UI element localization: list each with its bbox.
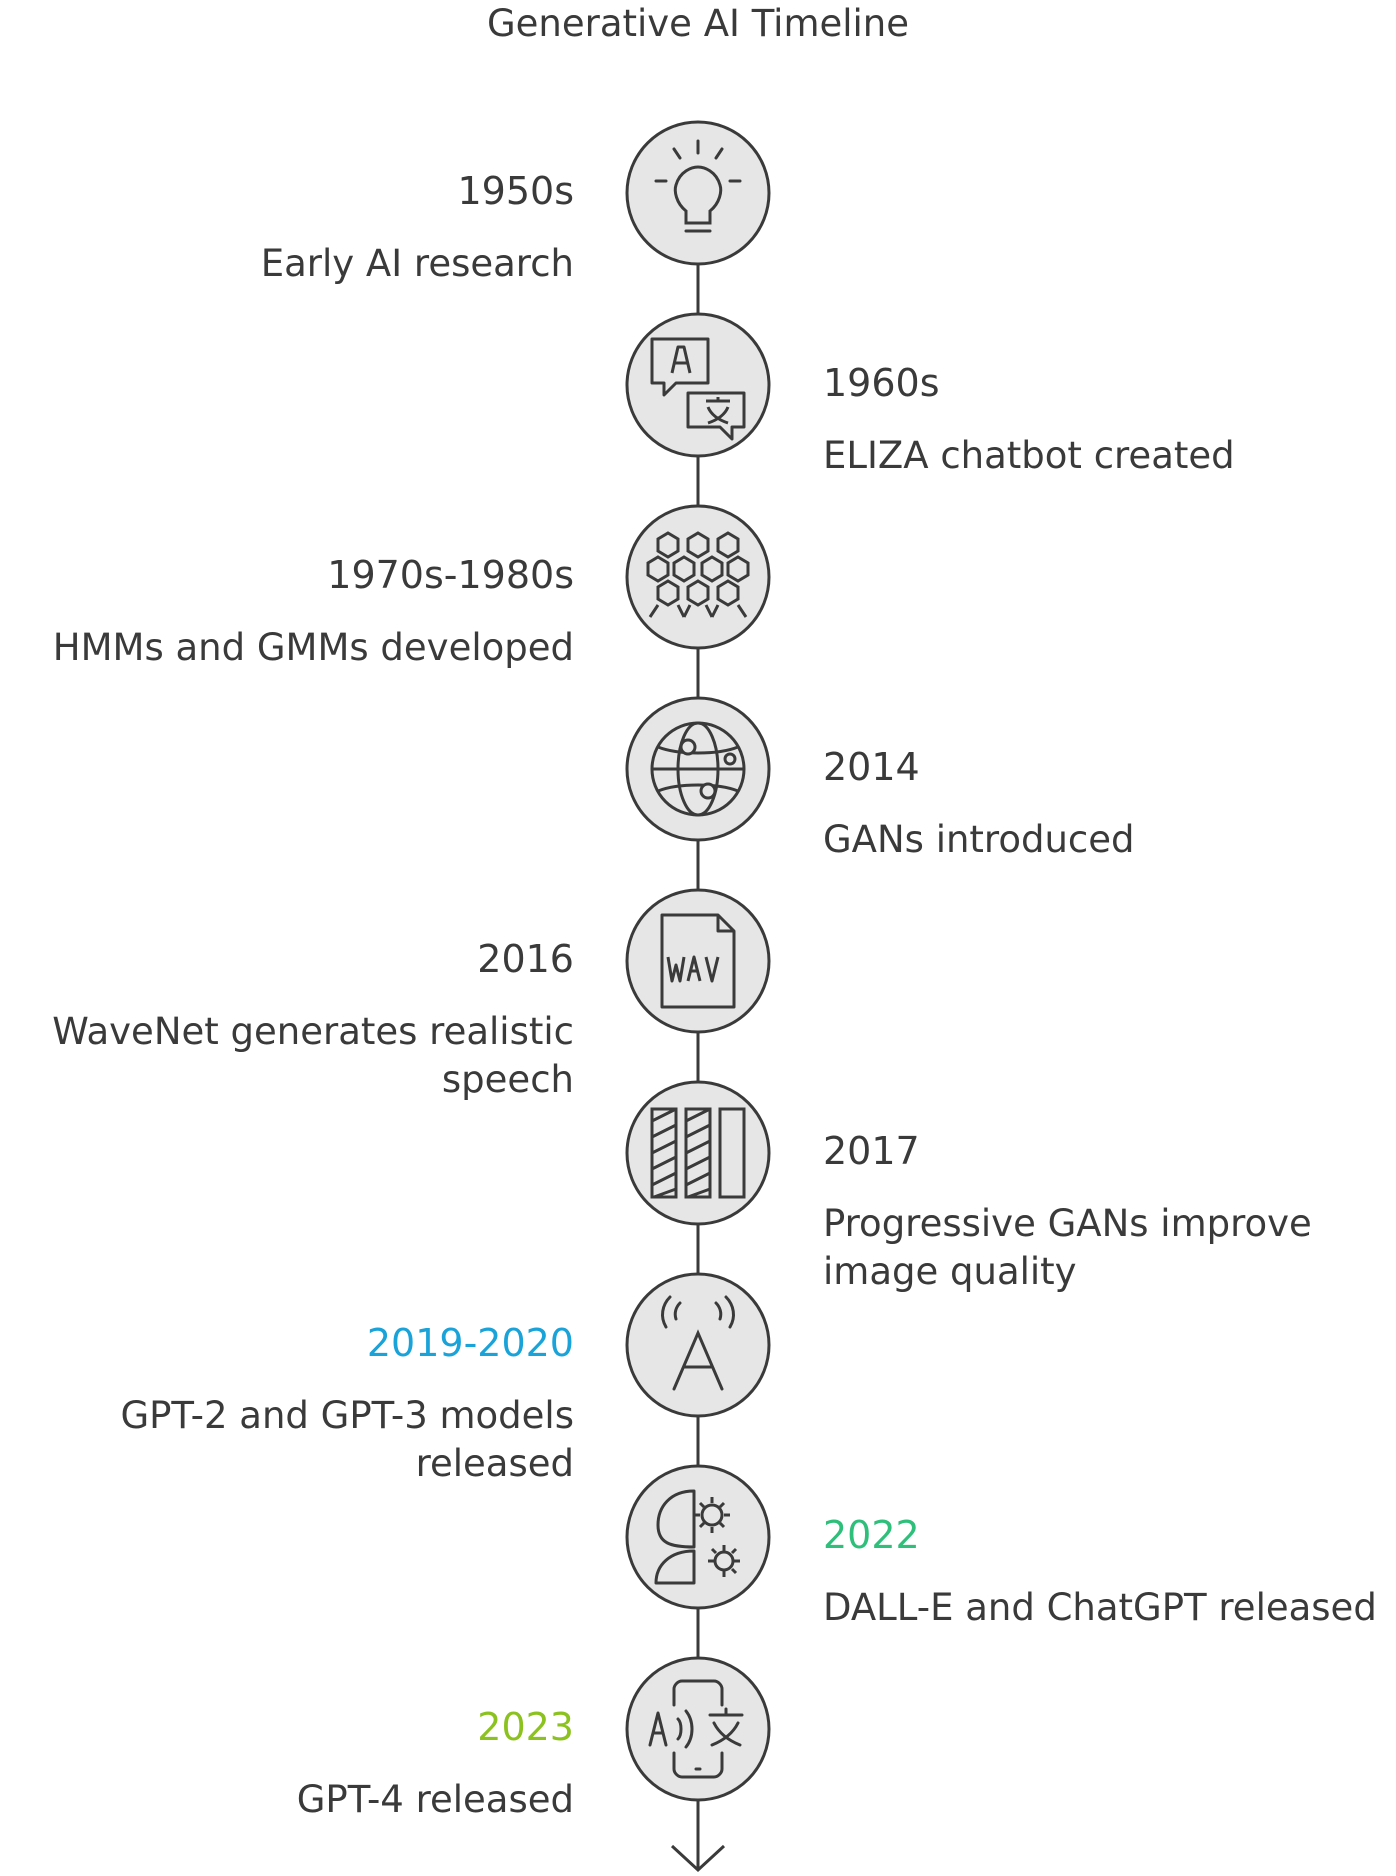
event-description: DALL-E and ChatGPT released	[823, 1584, 1393, 1632]
event-year: 2022	[823, 1511, 1393, 1559]
node-2016	[627, 890, 769, 1032]
event-description: GANs introduced	[823, 816, 1393, 864]
event-description: WaveNet generates realistic speech	[34, 1008, 574, 1104]
event-year: 2014	[823, 743, 1393, 791]
event-description: GPT-2 and GPT-3 models released	[74, 1392, 574, 1488]
node-2023	[627, 1658, 769, 1800]
event-year: 1950s	[14, 167, 574, 215]
event-description: ELIZA chatbot created	[823, 432, 1393, 480]
event-year: 2017	[823, 1127, 1393, 1175]
node-2017	[627, 1082, 769, 1224]
node-1950s	[627, 122, 769, 264]
node-2022	[627, 1466, 769, 1608]
event-year: 1960s	[823, 359, 1393, 407]
event-year: 1970s-1980s	[14, 551, 574, 599]
event-year: 2019-2020	[14, 1319, 574, 1367]
event-description: GPT-4 released	[14, 1776, 574, 1824]
event-description: HMMs and GMMs developed	[14, 624, 574, 672]
node-1960s	[627, 314, 769, 456]
node-2014	[627, 698, 769, 840]
node-2019-2020	[627, 1274, 769, 1416]
event-year: 2016	[14, 935, 574, 983]
node-1970s-1980s	[627, 506, 769, 648]
event-description: Early AI research	[14, 240, 574, 288]
event-description: Progressive GANs improve image quality	[823, 1200, 1343, 1296]
event-year: 2023	[14, 1703, 574, 1751]
